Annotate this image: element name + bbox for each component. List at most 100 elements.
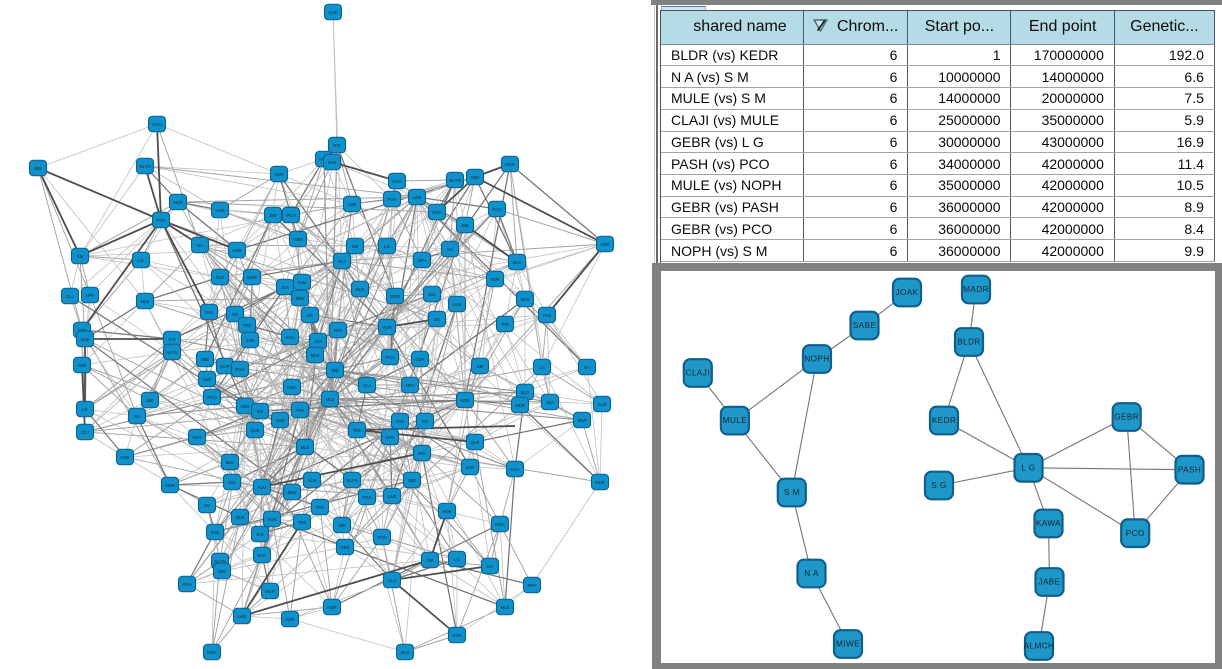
svg-text:NA: NA xyxy=(584,365,590,370)
svg-text:MLE: MLE xyxy=(513,260,522,265)
svg-text:LWE: LWE xyxy=(388,494,397,499)
svg-text:ALM: ALM xyxy=(598,402,607,407)
svg-text:MUR: MUR xyxy=(265,589,275,594)
svg-text:NLYN: NLYN xyxy=(346,478,357,483)
svg-text:TRE: TRE xyxy=(501,322,510,327)
svg-text:MIW: MIW xyxy=(296,296,306,301)
svg-text:NPH: NPH xyxy=(527,583,536,588)
svg-text:NA: NA xyxy=(447,247,453,252)
svg-text:PASH: PASH xyxy=(1177,465,1200,474)
svg-text:SM: SM xyxy=(477,364,484,369)
svg-text:PCO: PCO xyxy=(1125,529,1144,538)
svg-text:SM: SM xyxy=(352,244,359,249)
svg-text:PAS: PAS xyxy=(205,310,213,315)
svg-text:LG: LG xyxy=(454,557,460,562)
svg-text:KDR: KDR xyxy=(232,248,241,253)
svg-text:L G: L G xyxy=(1021,463,1035,472)
svg-text:MDR: MDR xyxy=(165,483,175,488)
svg-text:JBE: JBE xyxy=(461,223,469,228)
svg-text:PCO: PCO xyxy=(286,213,296,218)
svg-text:SM: SM xyxy=(427,558,434,563)
svg-text:JOA: JOA xyxy=(228,480,236,485)
svg-text:JBE: JBE xyxy=(331,368,339,373)
svg-text:QUE: QUE xyxy=(470,440,479,445)
svg-text:ZAB: ZAB xyxy=(246,338,254,343)
svg-text:BLDR: BLDR xyxy=(957,338,980,347)
svg-text:PGH: PGH xyxy=(362,495,371,500)
svg-text:JBE: JBE xyxy=(269,213,277,218)
svg-text:ADR: ADR xyxy=(77,363,86,368)
svg-text:MUR: MUR xyxy=(505,162,515,167)
svg-text:SBE: SBE xyxy=(218,569,227,574)
svg-text:ADR: ADR xyxy=(274,172,283,177)
svg-text:TRE: TRE xyxy=(296,408,305,413)
svg-text:PAS: PAS xyxy=(334,328,342,333)
svg-text:MIW: MIW xyxy=(578,418,588,423)
svg-text:JABE: JABE xyxy=(1038,578,1060,587)
svg-text:RIX: RIX xyxy=(256,532,263,537)
svg-text:LG: LG xyxy=(138,258,144,263)
svg-text:ALM: ALM xyxy=(453,302,462,307)
svg-text:PGH: PGH xyxy=(387,197,396,202)
svg-text:SBE: SBE xyxy=(471,175,480,180)
svg-text:SG: SG xyxy=(232,312,239,317)
svg-text:ALM: ALM xyxy=(298,280,307,285)
svg-text:TRE: TRE xyxy=(353,428,362,433)
svg-text:CLJ: CLJ xyxy=(66,294,74,299)
svg-text:KWA: KWA xyxy=(495,522,505,527)
svg-text:MLE: MLE xyxy=(141,299,150,304)
svg-text:S G: S G xyxy=(931,481,946,490)
svg-text:PCO: PCO xyxy=(385,355,395,360)
svg-text:PGH: PGH xyxy=(156,218,165,223)
svg-text:MDR: MDR xyxy=(515,403,525,408)
svg-text:LWE: LWE xyxy=(216,208,225,213)
svg-text:NPH: NPH xyxy=(405,383,414,388)
svg-text:MULE: MULE xyxy=(722,416,746,425)
svg-text:LWE: LWE xyxy=(238,614,247,619)
svg-text:JBE: JBE xyxy=(146,398,154,403)
svg-text:CLJ: CLJ xyxy=(338,259,346,264)
svg-text:TRE: TRE xyxy=(298,520,307,525)
svg-text:RIX: RIX xyxy=(168,337,175,342)
svg-text:ALM: ALM xyxy=(258,485,267,490)
svg-text:MADR: MADR xyxy=(963,285,989,294)
svg-text:NA: NA xyxy=(197,243,203,248)
svg-text:SBE: SBE xyxy=(34,166,43,171)
svg-text:SM: SM xyxy=(77,254,84,259)
svg-text:ZAB: ZAB xyxy=(328,160,336,165)
svg-text:ALM: ALM xyxy=(308,478,317,483)
svg-text:NLYN: NLYN xyxy=(139,164,150,169)
svg-text:ADR: ADR xyxy=(347,202,356,207)
svg-text:PCO: PCO xyxy=(207,395,217,400)
svg-text:NLYN: NLYN xyxy=(214,559,225,564)
svg-text:SG: SG xyxy=(204,503,211,508)
svg-text:ADR: ADR xyxy=(442,509,451,514)
svg-text:CLAJI: CLAJI xyxy=(685,369,709,378)
svg-text:GBR: GBR xyxy=(415,357,424,362)
svg-text:PCO: PCO xyxy=(377,535,387,540)
svg-text:NPH: NPH xyxy=(85,293,94,298)
svg-text:MIW: MIW xyxy=(288,490,298,495)
svg-text:MDR: MDR xyxy=(247,275,257,280)
svg-text:GBR: GBR xyxy=(293,237,302,242)
svg-text:SG: SG xyxy=(422,419,429,424)
svg-text:JBE: JBE xyxy=(338,523,346,528)
svg-text:JOA: JOA xyxy=(428,292,436,297)
svg-text:SABE: SABE xyxy=(852,321,876,330)
svg-text:LG: LG xyxy=(384,244,390,249)
svg-text:VON: VON xyxy=(382,325,391,330)
svg-text:KEDR: KEDR xyxy=(931,416,955,425)
svg-text:SM: SM xyxy=(257,409,264,414)
svg-text:MIWE: MIWE xyxy=(836,640,860,649)
svg-text:RIX: RIX xyxy=(333,143,340,148)
svg-text:ADR: ADR xyxy=(285,617,294,622)
svg-text:QUE: QUE xyxy=(328,10,337,15)
svg-text:KWA: KWA xyxy=(207,650,217,655)
svg-text:ZAB: ZAB xyxy=(211,530,219,535)
svg-text:SBE: SBE xyxy=(201,357,210,362)
svg-text:KOA: KOA xyxy=(257,553,266,558)
svg-text:NLYN: NLYN xyxy=(449,178,460,183)
svg-text:ALMCH: ALMCH xyxy=(1023,642,1054,651)
svg-text:PGH: PGH xyxy=(182,582,191,587)
svg-text:RIX: RIX xyxy=(418,451,425,456)
